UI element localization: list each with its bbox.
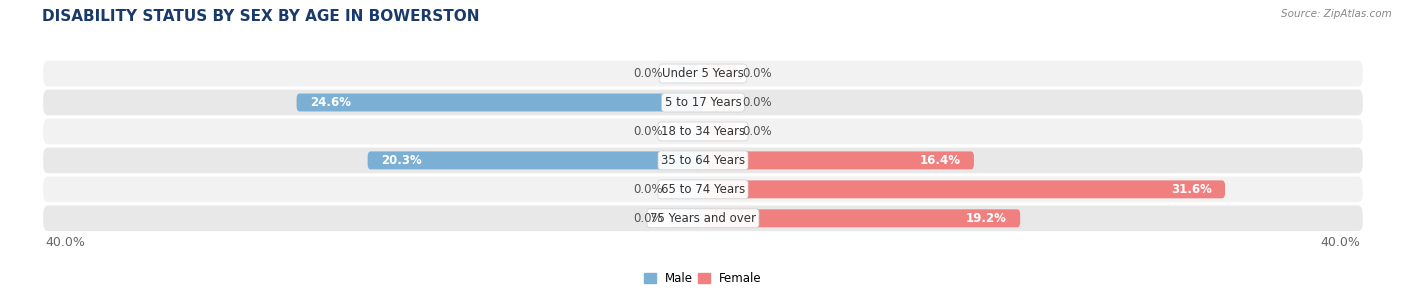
Text: 0.0%: 0.0% bbox=[634, 183, 664, 196]
Text: 0.0%: 0.0% bbox=[634, 212, 664, 225]
FancyBboxPatch shape bbox=[669, 180, 703, 198]
Text: 65 to 74 Years: 65 to 74 Years bbox=[661, 183, 745, 196]
FancyBboxPatch shape bbox=[703, 209, 1021, 227]
Text: 0.0%: 0.0% bbox=[742, 67, 772, 80]
FancyBboxPatch shape bbox=[669, 209, 703, 227]
Text: 31.6%: 31.6% bbox=[1171, 183, 1212, 196]
Text: 40.0%: 40.0% bbox=[1320, 236, 1361, 249]
Legend: Male, Female: Male, Female bbox=[640, 267, 766, 290]
FancyBboxPatch shape bbox=[703, 180, 1225, 198]
Text: 0.0%: 0.0% bbox=[742, 96, 772, 109]
FancyBboxPatch shape bbox=[42, 118, 1364, 145]
Text: 5 to 17 Years: 5 to 17 Years bbox=[665, 96, 741, 109]
FancyBboxPatch shape bbox=[669, 64, 703, 82]
Text: Under 5 Years: Under 5 Years bbox=[662, 67, 744, 80]
Text: 40.0%: 40.0% bbox=[45, 236, 86, 249]
Text: 0.0%: 0.0% bbox=[634, 67, 664, 80]
FancyBboxPatch shape bbox=[42, 60, 1364, 88]
FancyBboxPatch shape bbox=[42, 204, 1364, 232]
FancyBboxPatch shape bbox=[42, 175, 1364, 203]
Text: 20.3%: 20.3% bbox=[381, 154, 422, 167]
Text: 24.6%: 24.6% bbox=[309, 96, 352, 109]
Text: Source: ZipAtlas.com: Source: ZipAtlas.com bbox=[1281, 9, 1392, 19]
FancyBboxPatch shape bbox=[297, 94, 703, 112]
Text: 16.4%: 16.4% bbox=[920, 154, 960, 167]
Text: 18 to 34 Years: 18 to 34 Years bbox=[661, 125, 745, 138]
FancyBboxPatch shape bbox=[703, 151, 974, 169]
FancyBboxPatch shape bbox=[669, 123, 703, 140]
FancyBboxPatch shape bbox=[703, 64, 737, 82]
FancyBboxPatch shape bbox=[703, 94, 737, 112]
FancyBboxPatch shape bbox=[367, 151, 703, 169]
FancyBboxPatch shape bbox=[42, 88, 1364, 116]
FancyBboxPatch shape bbox=[703, 123, 737, 140]
Text: 75 Years and over: 75 Years and over bbox=[650, 212, 756, 225]
Text: 19.2%: 19.2% bbox=[966, 212, 1007, 225]
Text: 0.0%: 0.0% bbox=[634, 125, 664, 138]
Text: 35 to 64 Years: 35 to 64 Years bbox=[661, 154, 745, 167]
FancyBboxPatch shape bbox=[42, 147, 1364, 174]
Text: 0.0%: 0.0% bbox=[742, 125, 772, 138]
Text: DISABILITY STATUS BY SEX BY AGE IN BOWERSTON: DISABILITY STATUS BY SEX BY AGE IN BOWER… bbox=[42, 9, 479, 24]
